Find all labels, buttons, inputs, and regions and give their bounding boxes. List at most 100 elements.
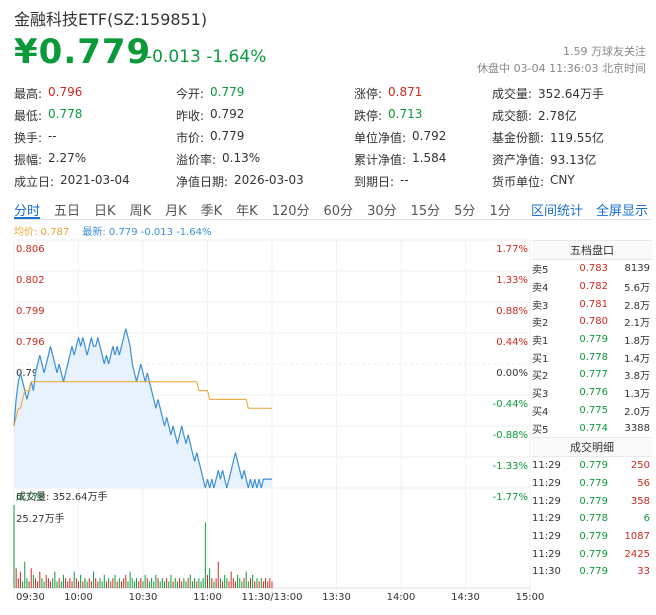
level-volume: 1.4万 xyxy=(624,353,650,365)
stat-value: 2026-03-03 xyxy=(234,172,304,187)
tab-period[interactable]: 周K xyxy=(129,204,152,219)
stat-value: 93.13亿 xyxy=(550,152,597,167)
stat-label: 资产净值: xyxy=(492,152,545,167)
chart-legend: 均价: 0.787 最新: 0.779 -0.013 -1.64% xyxy=(14,223,212,238)
stat-cell: 溢价率: 0.13% xyxy=(176,151,354,168)
level-volume: 2.0万 xyxy=(624,406,650,418)
stat-label: 成立日: xyxy=(14,174,55,189)
trade-volume: 358 xyxy=(630,495,650,507)
tab-period[interactable]: 分时 xyxy=(14,198,41,219)
level-price: 0.776 xyxy=(579,387,608,399)
pct-axis-tick: -1.33% xyxy=(493,461,528,472)
stats-row: 成立日: 2021-03-04 净值日期: 2026-03-03 到期日: -- 货币单位:… xyxy=(14,170,654,192)
stat-cell: 基金份额: 119.55亿 xyxy=(492,129,654,146)
level-volume: 1.8万 xyxy=(624,336,650,348)
fullscreen-link[interactable]: 全屏显示 xyxy=(596,204,649,219)
level-price: 0.783 xyxy=(579,263,608,275)
stat-value: 1.584 xyxy=(412,150,447,165)
pct-axis-tick: 0.00% xyxy=(496,368,528,379)
trade-row: 11:29 0.779 250 xyxy=(532,457,652,475)
legend-latest-price: 最新: 0.779 -0.013 -1.64% xyxy=(82,227,212,238)
level-label: 买2 xyxy=(532,371,549,383)
stat-cell: 涨停: 0.871 xyxy=(354,85,492,102)
order-book-panel: 五档盘口 卖5 0.783 8139 卖4 0.782 5.6万 卖3 0.781 2.8万 卖2 0… xyxy=(532,240,652,581)
level-price: 0.780 xyxy=(579,316,608,328)
level-price: 0.779 xyxy=(579,334,608,346)
stats-row: 最低: 0.778 昨收: 0.792 跌停: 0.713 成交额: 2.78亿 xyxy=(14,104,654,126)
market-status: 休盘中 03-04 11:36:03 北京时间 xyxy=(477,62,646,75)
stat-cell: 成立日: 2021-03-04 xyxy=(14,173,176,190)
level-volume: 2.8万 xyxy=(624,300,650,312)
order-book-row: 卖5 0.783 8139 xyxy=(532,260,652,278)
tab-period[interactable]: 日K xyxy=(94,204,116,219)
trade-time: 11:30 xyxy=(532,566,561,578)
level-price: 0.774 xyxy=(579,422,608,434)
volume-label: 成交量: 352.64万手 xyxy=(16,490,108,503)
tab-period[interactable]: 30分 xyxy=(367,204,397,219)
trade-row: 11:30 0.779 33 xyxy=(532,563,652,581)
range-stats-link[interactable]: 区间统计 xyxy=(531,204,584,219)
trade-volume: 33 xyxy=(637,566,650,578)
trade-price: 0.779 xyxy=(579,530,608,542)
tab-period[interactable]: 15分 xyxy=(410,204,441,219)
price-change: -0.013 -1.64% xyxy=(146,47,267,67)
order-book-row: 买2 0.777 3.8万 xyxy=(532,366,652,384)
pct-axis-tick: 1.33% xyxy=(496,275,528,286)
stat-label: 跌停: xyxy=(354,108,383,123)
time-axis-tick: 11:00 xyxy=(193,592,222,603)
time-axis-tick: 10:30 xyxy=(129,592,158,603)
tab-period[interactable]: 五日 xyxy=(54,204,81,219)
stat-label: 净值日期: xyxy=(176,174,229,189)
pct-axis-tick: 0.88% xyxy=(496,306,528,317)
order-book-row: 卖4 0.782 5.6万 xyxy=(532,278,652,296)
stat-value: 0.796 xyxy=(48,84,83,99)
time-axis-tick: 09:30 xyxy=(16,592,45,603)
chart-period-tabs: 分时 五日 日K 周K 月K 季K 年K 120分 60分 30分 15分 5分 1分 区间统计 全屏显… xyxy=(14,198,652,220)
stat-label: 成交额: xyxy=(492,108,533,123)
level-label: 买4 xyxy=(532,406,549,418)
stat-value: 2.27% xyxy=(48,150,87,165)
stat-label: 成交量: xyxy=(492,86,533,101)
stat-value: 0.13% xyxy=(222,150,261,165)
order-book-row: 买5 0.774 3388 xyxy=(532,419,652,437)
order-book-row: 买4 0.775 2.0万 xyxy=(532,402,652,420)
time-axis-tick: 15:00 xyxy=(516,592,545,603)
order-book-row: 卖2 0.780 2.1万 xyxy=(532,313,652,331)
time-axis-tick: 10:00 xyxy=(64,592,93,603)
level-label: 卖2 xyxy=(532,318,549,330)
price-axis-tick: 0.792 xyxy=(16,368,45,379)
tab-period[interactable]: 1分 xyxy=(489,204,511,219)
trade-time: 11:29 xyxy=(532,548,561,560)
trade-time: 11:29 xyxy=(532,530,561,542)
trade-price: 0.779 xyxy=(579,566,608,578)
stat-label: 货币单位: xyxy=(492,174,545,189)
level-label: 卖1 xyxy=(532,336,549,348)
tab-period[interactable]: 季K xyxy=(200,204,223,219)
tab-period[interactable]: 120分 xyxy=(271,204,310,219)
stat-value: CNY xyxy=(550,172,575,187)
stat-cell: 成交额: 2.78亿 xyxy=(492,107,654,124)
tab-period[interactable]: 月K xyxy=(165,204,187,219)
level-volume: 3388 xyxy=(624,422,650,434)
stat-label: 昨收: xyxy=(176,108,205,123)
tab-period[interactable]: 5分 xyxy=(454,204,476,219)
stat-cell: 成交量: 352.64万手 xyxy=(492,85,654,102)
stat-cell: 净值日期: 2026-03-03 xyxy=(176,173,354,190)
stat-label: 最高: xyxy=(14,86,43,101)
trades-title: 成交明细 xyxy=(532,436,652,457)
level-volume: 1.3万 xyxy=(624,389,650,401)
stat-label: 累计净值: xyxy=(354,152,407,167)
stat-cell: 换手: -- xyxy=(14,129,176,146)
tab-period[interactable]: 年K xyxy=(236,204,258,219)
tab-period[interactable]: 60分 xyxy=(323,204,354,219)
level-volume: 2.1万 xyxy=(624,318,650,330)
level-volume: 3.8万 xyxy=(624,371,650,383)
time-axis-tick: 14:00 xyxy=(387,592,416,603)
stat-value: 0.779 xyxy=(210,128,245,143)
price-axis-tick: 0.796 xyxy=(16,337,45,348)
order-book-row: 买3 0.776 1.3万 xyxy=(532,384,652,402)
level-label: 买1 xyxy=(532,353,549,365)
trade-price: 0.779 xyxy=(579,548,608,560)
trade-volume: 2425 xyxy=(624,548,650,560)
